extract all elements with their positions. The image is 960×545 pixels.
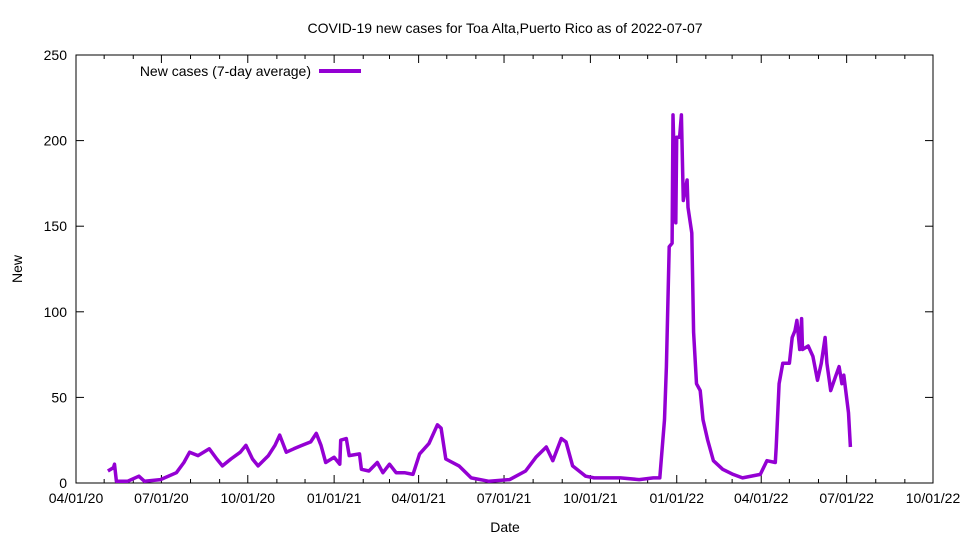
y-tick-label: 200: [44, 133, 68, 149]
legend-label: New cases (7-day average): [140, 63, 311, 79]
x-tick-label: 01/01/21: [307, 490, 362, 506]
x-tick-label: 10/01/21: [563, 490, 618, 506]
series-line-new-cases: [106, 113, 853, 484]
plot-frame: [75, 54, 934, 484]
x-tick-label: 10/01/22: [906, 490, 960, 506]
x-axis-label: Date: [490, 519, 520, 535]
x-tick-label: 04/01/20: [49, 490, 104, 506]
chart-title: COVID-19 new cases for Toa Alta,Puerto R…: [307, 20, 702, 36]
y-tick-label: 0: [59, 475, 67, 491]
x-tick-label: 10/01/20: [221, 490, 276, 506]
x-tick-label: 04/01/21: [391, 490, 446, 506]
x-axis: 04/01/20 07/01/20 10/01/20 01/01/21 04/01/21…: [49, 55, 960, 506]
x-tick-label: 01/01/22: [649, 490, 704, 506]
y-tick-label: 50: [51, 389, 67, 405]
x-tick-label: 07/01/21: [477, 490, 532, 506]
y-axis-label: New: [9, 254, 25, 283]
y-tick-label: 250: [44, 47, 68, 63]
x-tick-label: 07/01/22: [819, 490, 874, 506]
x-tick-label: 07/01/20: [134, 490, 189, 506]
x-tick-label: 04/01/22: [734, 490, 789, 506]
legend: New cases (7-day average): [140, 63, 361, 79]
y-tick-label: 150: [44, 218, 68, 234]
y-tick-label: 100: [44, 304, 68, 320]
y-axis: 0 50 100 150 200 250: [44, 47, 933, 491]
